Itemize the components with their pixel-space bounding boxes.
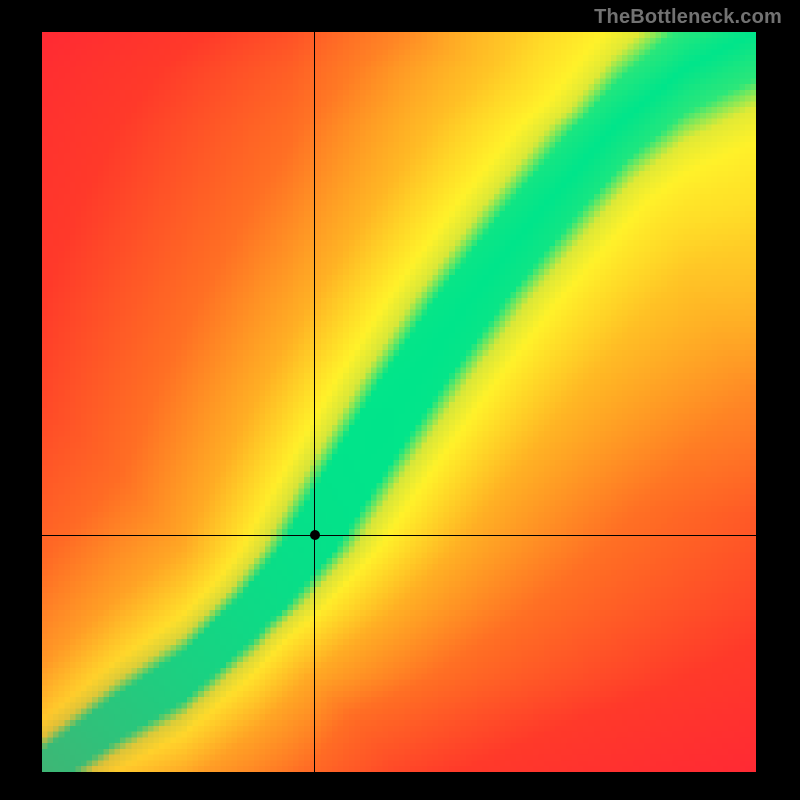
crosshair-marker: [310, 530, 320, 540]
crosshair-horizontal: [42, 535, 756, 536]
heatmap-plot: [42, 32, 756, 772]
chart-wrapper: TheBottleneck.com: [0, 0, 800, 800]
watermark: TheBottleneck.com: [594, 6, 782, 29]
crosshair-vertical: [314, 32, 315, 772]
heatmap-canvas: [42, 32, 756, 772]
